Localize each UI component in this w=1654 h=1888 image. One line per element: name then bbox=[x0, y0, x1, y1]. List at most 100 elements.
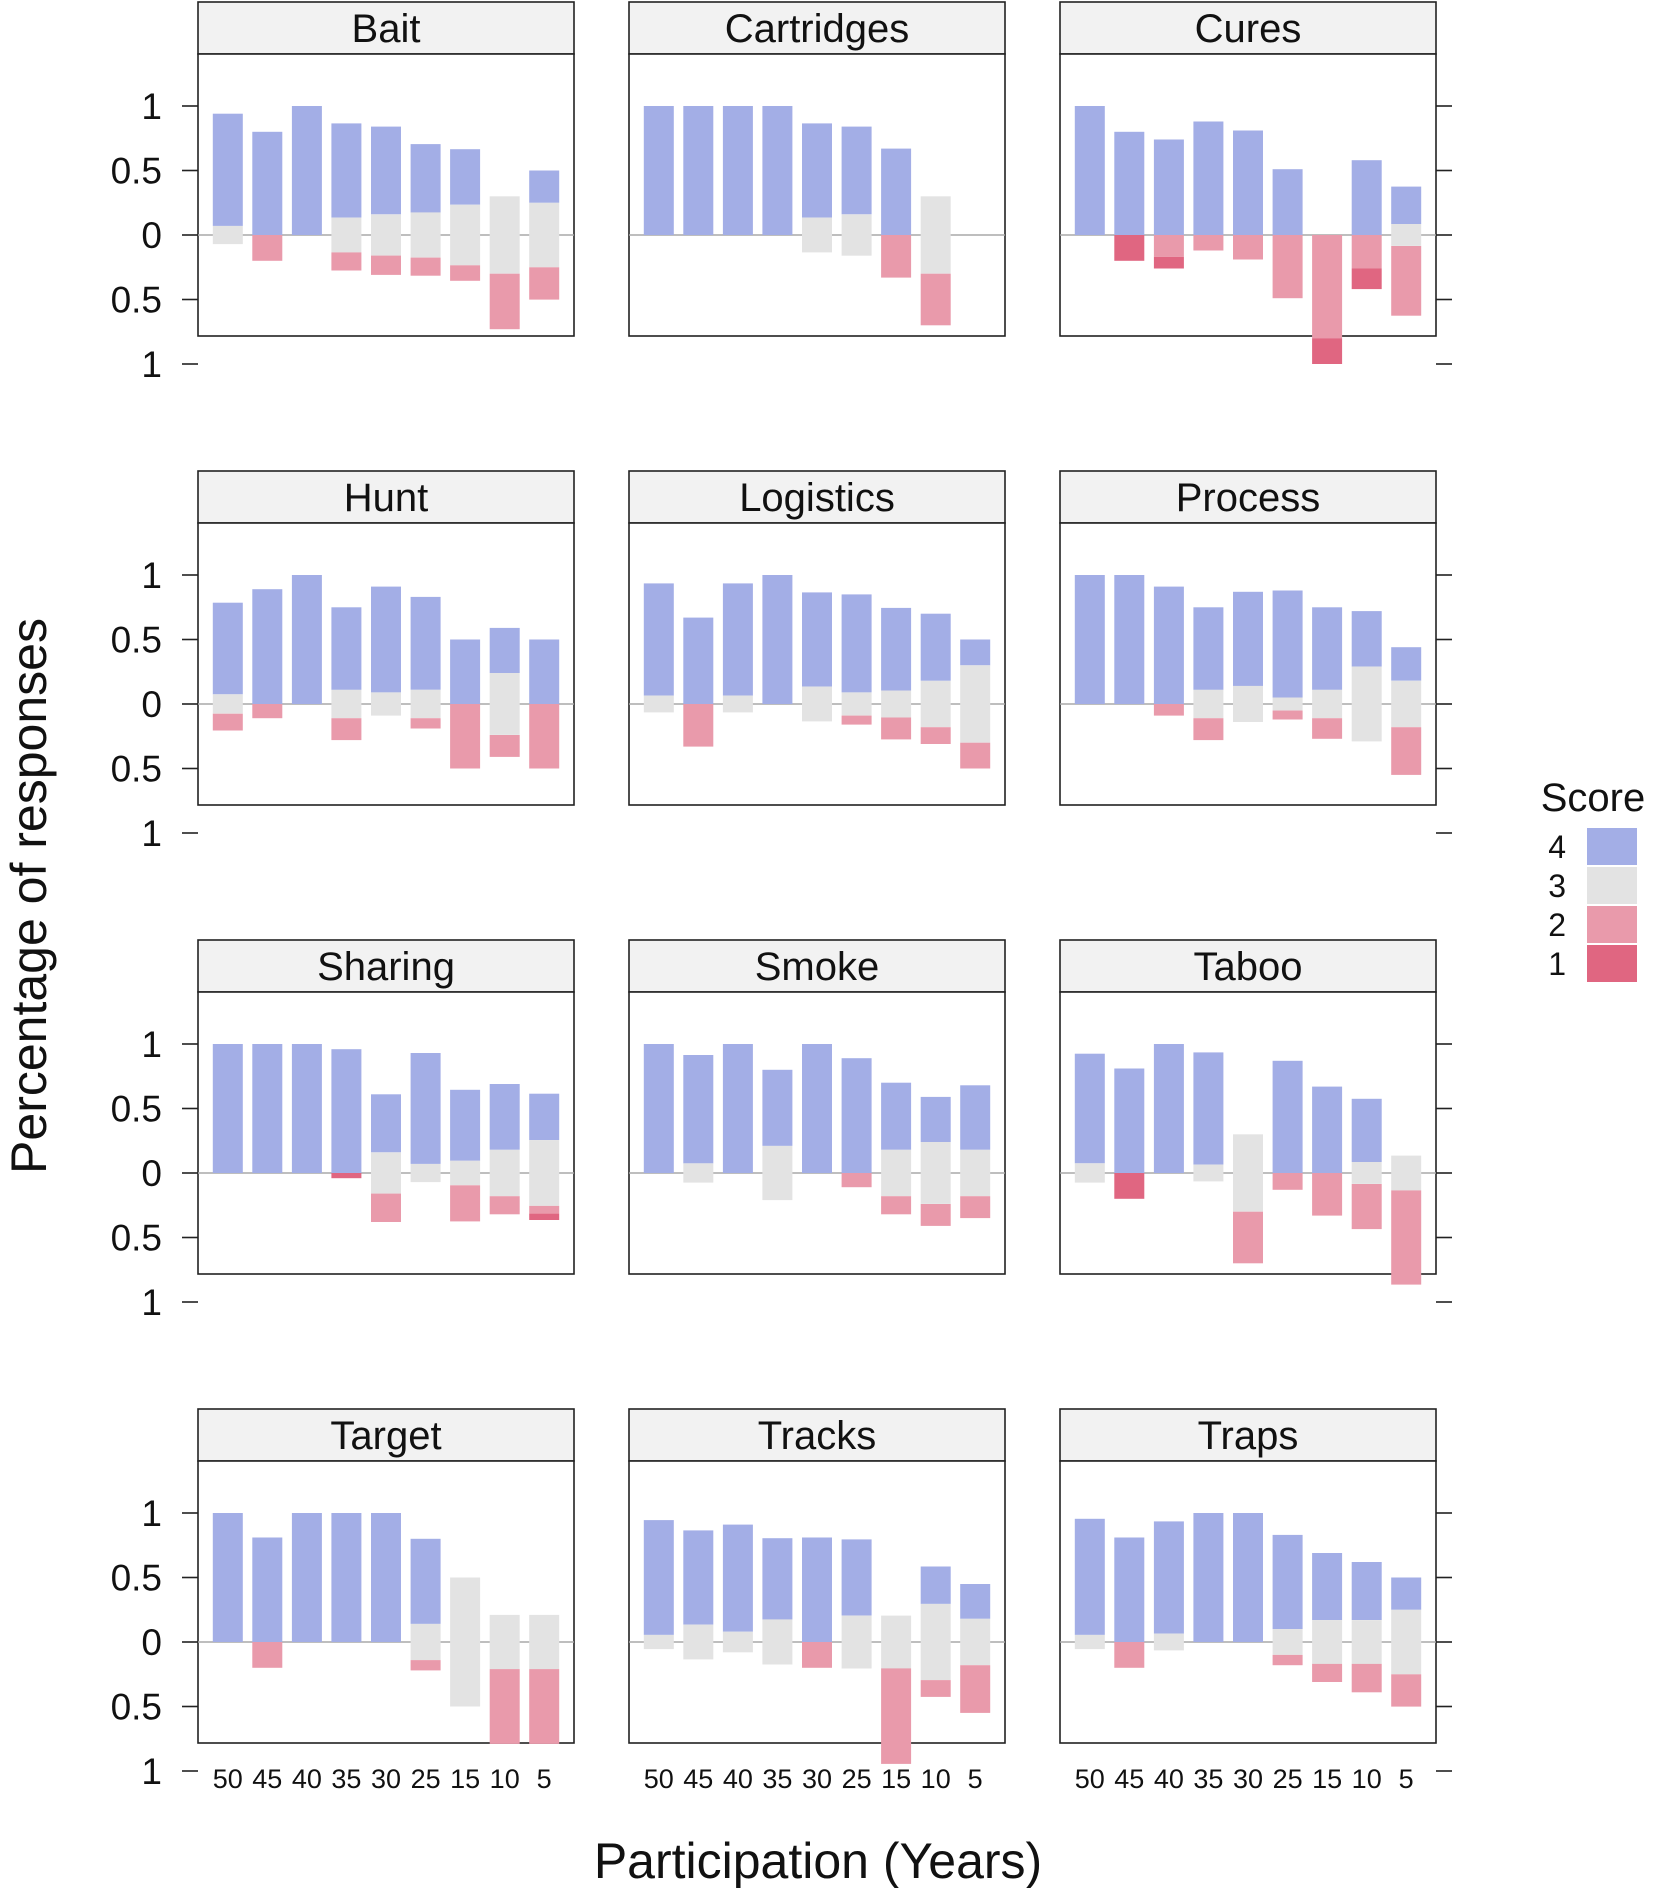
facet-title: Cartridges bbox=[725, 7, 910, 51]
bar-score-2 bbox=[450, 704, 481, 769]
bar-score-4 bbox=[489, 627, 520, 673]
bar-score-4 bbox=[529, 639, 560, 704]
bar-score-2 bbox=[920, 727, 951, 744]
bar-score-3 bbox=[410, 1164, 441, 1183]
x-tick-label: 25 bbox=[411, 1764, 441, 1794]
bar-score-4 bbox=[643, 1044, 674, 1173]
y-axis-title: Percentage of responses bbox=[1, 618, 57, 1174]
y-tick-label: 1 bbox=[141, 555, 162, 596]
x-tick-label: 45 bbox=[252, 1764, 282, 1794]
facet-title: Target bbox=[330, 1414, 441, 1458]
bar-score-3 bbox=[960, 1618, 991, 1666]
bar-score-4 bbox=[371, 126, 401, 215]
bar-score-4 bbox=[371, 586, 401, 693]
bar-score-2 bbox=[450, 1185, 481, 1222]
bar-score-4 bbox=[212, 602, 243, 695]
bar-score-4 bbox=[881, 148, 912, 235]
y-tick-label: 1 bbox=[141, 1751, 162, 1792]
facet-strip bbox=[1059, 1, 1437, 55]
bar-score-2 bbox=[331, 252, 362, 271]
facet-panel: Process bbox=[1059, 470, 1452, 834]
bar-score-3 bbox=[1391, 1155, 1422, 1191]
legend-swatch bbox=[1587, 867, 1637, 904]
bar-score-4 bbox=[1193, 1052, 1224, 1165]
bar-score-3 bbox=[371, 692, 401, 716]
bar-score-4 bbox=[252, 589, 283, 704]
bar-score-3 bbox=[802, 217, 832, 253]
y-tick-label: 0.5 bbox=[111, 1558, 162, 1599]
bar-score-4 bbox=[1351, 160, 1382, 235]
bar-score-3 bbox=[1074, 1634, 1105, 1650]
bar-score-2 bbox=[450, 265, 481, 281]
bar-score-3 bbox=[960, 1149, 991, 1197]
facet-title: Logistics bbox=[739, 476, 895, 520]
bar-score-2 bbox=[410, 718, 441, 729]
bar-score-3 bbox=[1351, 666, 1382, 742]
bar-score-3 bbox=[371, 1152, 401, 1194]
bar-score-4 bbox=[1351, 1098, 1382, 1162]
bar-score-4 bbox=[252, 1537, 283, 1642]
bar-score-4 bbox=[331, 607, 362, 690]
bar-score-3 bbox=[881, 690, 912, 718]
bar-score-2 bbox=[1272, 235, 1303, 299]
bar-score-4 bbox=[410, 1053, 441, 1164]
bar-score-4 bbox=[1351, 611, 1382, 667]
bar-score-3 bbox=[920, 680, 951, 728]
bar-score-3 bbox=[920, 1603, 951, 1680]
bar-score-2 bbox=[1272, 710, 1303, 720]
bar-score-3 bbox=[331, 217, 362, 253]
bar-score-4 bbox=[1312, 1553, 1343, 1621]
y-tick-label: 0 bbox=[141, 1622, 162, 1663]
bar-score-4 bbox=[1272, 169, 1303, 235]
bar-score-4 bbox=[722, 106, 753, 235]
bar-score-4 bbox=[371, 1513, 401, 1642]
y-tick-label: 1 bbox=[141, 1493, 162, 1534]
bar-score-4 bbox=[291, 106, 322, 235]
facet-title: Cures bbox=[1195, 7, 1302, 51]
bar-score-1 bbox=[331, 1173, 362, 1179]
bar-score-4 bbox=[1233, 591, 1263, 686]
bar-score-4 bbox=[841, 594, 872, 693]
legend-label: 3 bbox=[1548, 868, 1566, 904]
bar-score-2 bbox=[1193, 235, 1224, 251]
bar-score-3 bbox=[371, 214, 401, 256]
bar-score-3 bbox=[212, 694, 243, 714]
bar-score-2 bbox=[1272, 1173, 1303, 1190]
bar-score-4 bbox=[212, 1513, 243, 1642]
bar-score-2 bbox=[489, 735, 520, 757]
x-tick-label: 25 bbox=[842, 1764, 872, 1794]
facet-title: Tracks bbox=[758, 1414, 877, 1458]
bar-score-3 bbox=[1351, 1620, 1382, 1664]
bar-score-2 bbox=[1391, 1190, 1422, 1285]
facet-panel: Hunt 1 0.5 0 0.5 1 bbox=[111, 470, 575, 854]
bar-score-2 bbox=[920, 1680, 951, 1697]
bar-score-4 bbox=[1074, 1518, 1105, 1635]
bar-score-4 bbox=[212, 1044, 243, 1173]
bar-score-2 bbox=[1312, 1663, 1343, 1682]
bar-score-4 bbox=[683, 106, 714, 235]
bar-score-4 bbox=[529, 1093, 560, 1141]
bar-score-3 bbox=[450, 1577, 481, 1707]
bar-score-3 bbox=[1193, 689, 1224, 719]
bar-score-4 bbox=[410, 1538, 441, 1624]
bar-score-4 bbox=[762, 575, 793, 704]
y-tick-label: 0 bbox=[141, 215, 162, 256]
bar-score-4 bbox=[371, 1094, 401, 1153]
bar-score-4 bbox=[1153, 139, 1184, 235]
bar-score-1 bbox=[1351, 268, 1382, 290]
bar-score-2 bbox=[960, 1196, 991, 1219]
facet-strip bbox=[1059, 1408, 1437, 1462]
bar-score-4 bbox=[643, 1520, 674, 1635]
bar-score-2 bbox=[841, 715, 872, 725]
bar-score-4 bbox=[291, 1513, 322, 1642]
facet-title: Traps bbox=[1198, 1414, 1299, 1458]
facet-strip bbox=[197, 939, 575, 993]
bar-score-3 bbox=[1391, 1609, 1422, 1675]
y-tick-label: 0.5 bbox=[111, 620, 162, 661]
bar-score-4 bbox=[1312, 607, 1343, 690]
y-tick-label: 0 bbox=[141, 1153, 162, 1194]
x-tick-label: 50 bbox=[1075, 1764, 1105, 1794]
x-tick-label: 35 bbox=[1193, 1764, 1223, 1794]
bar-score-4 bbox=[450, 1089, 481, 1161]
facet-strip bbox=[1059, 939, 1437, 993]
